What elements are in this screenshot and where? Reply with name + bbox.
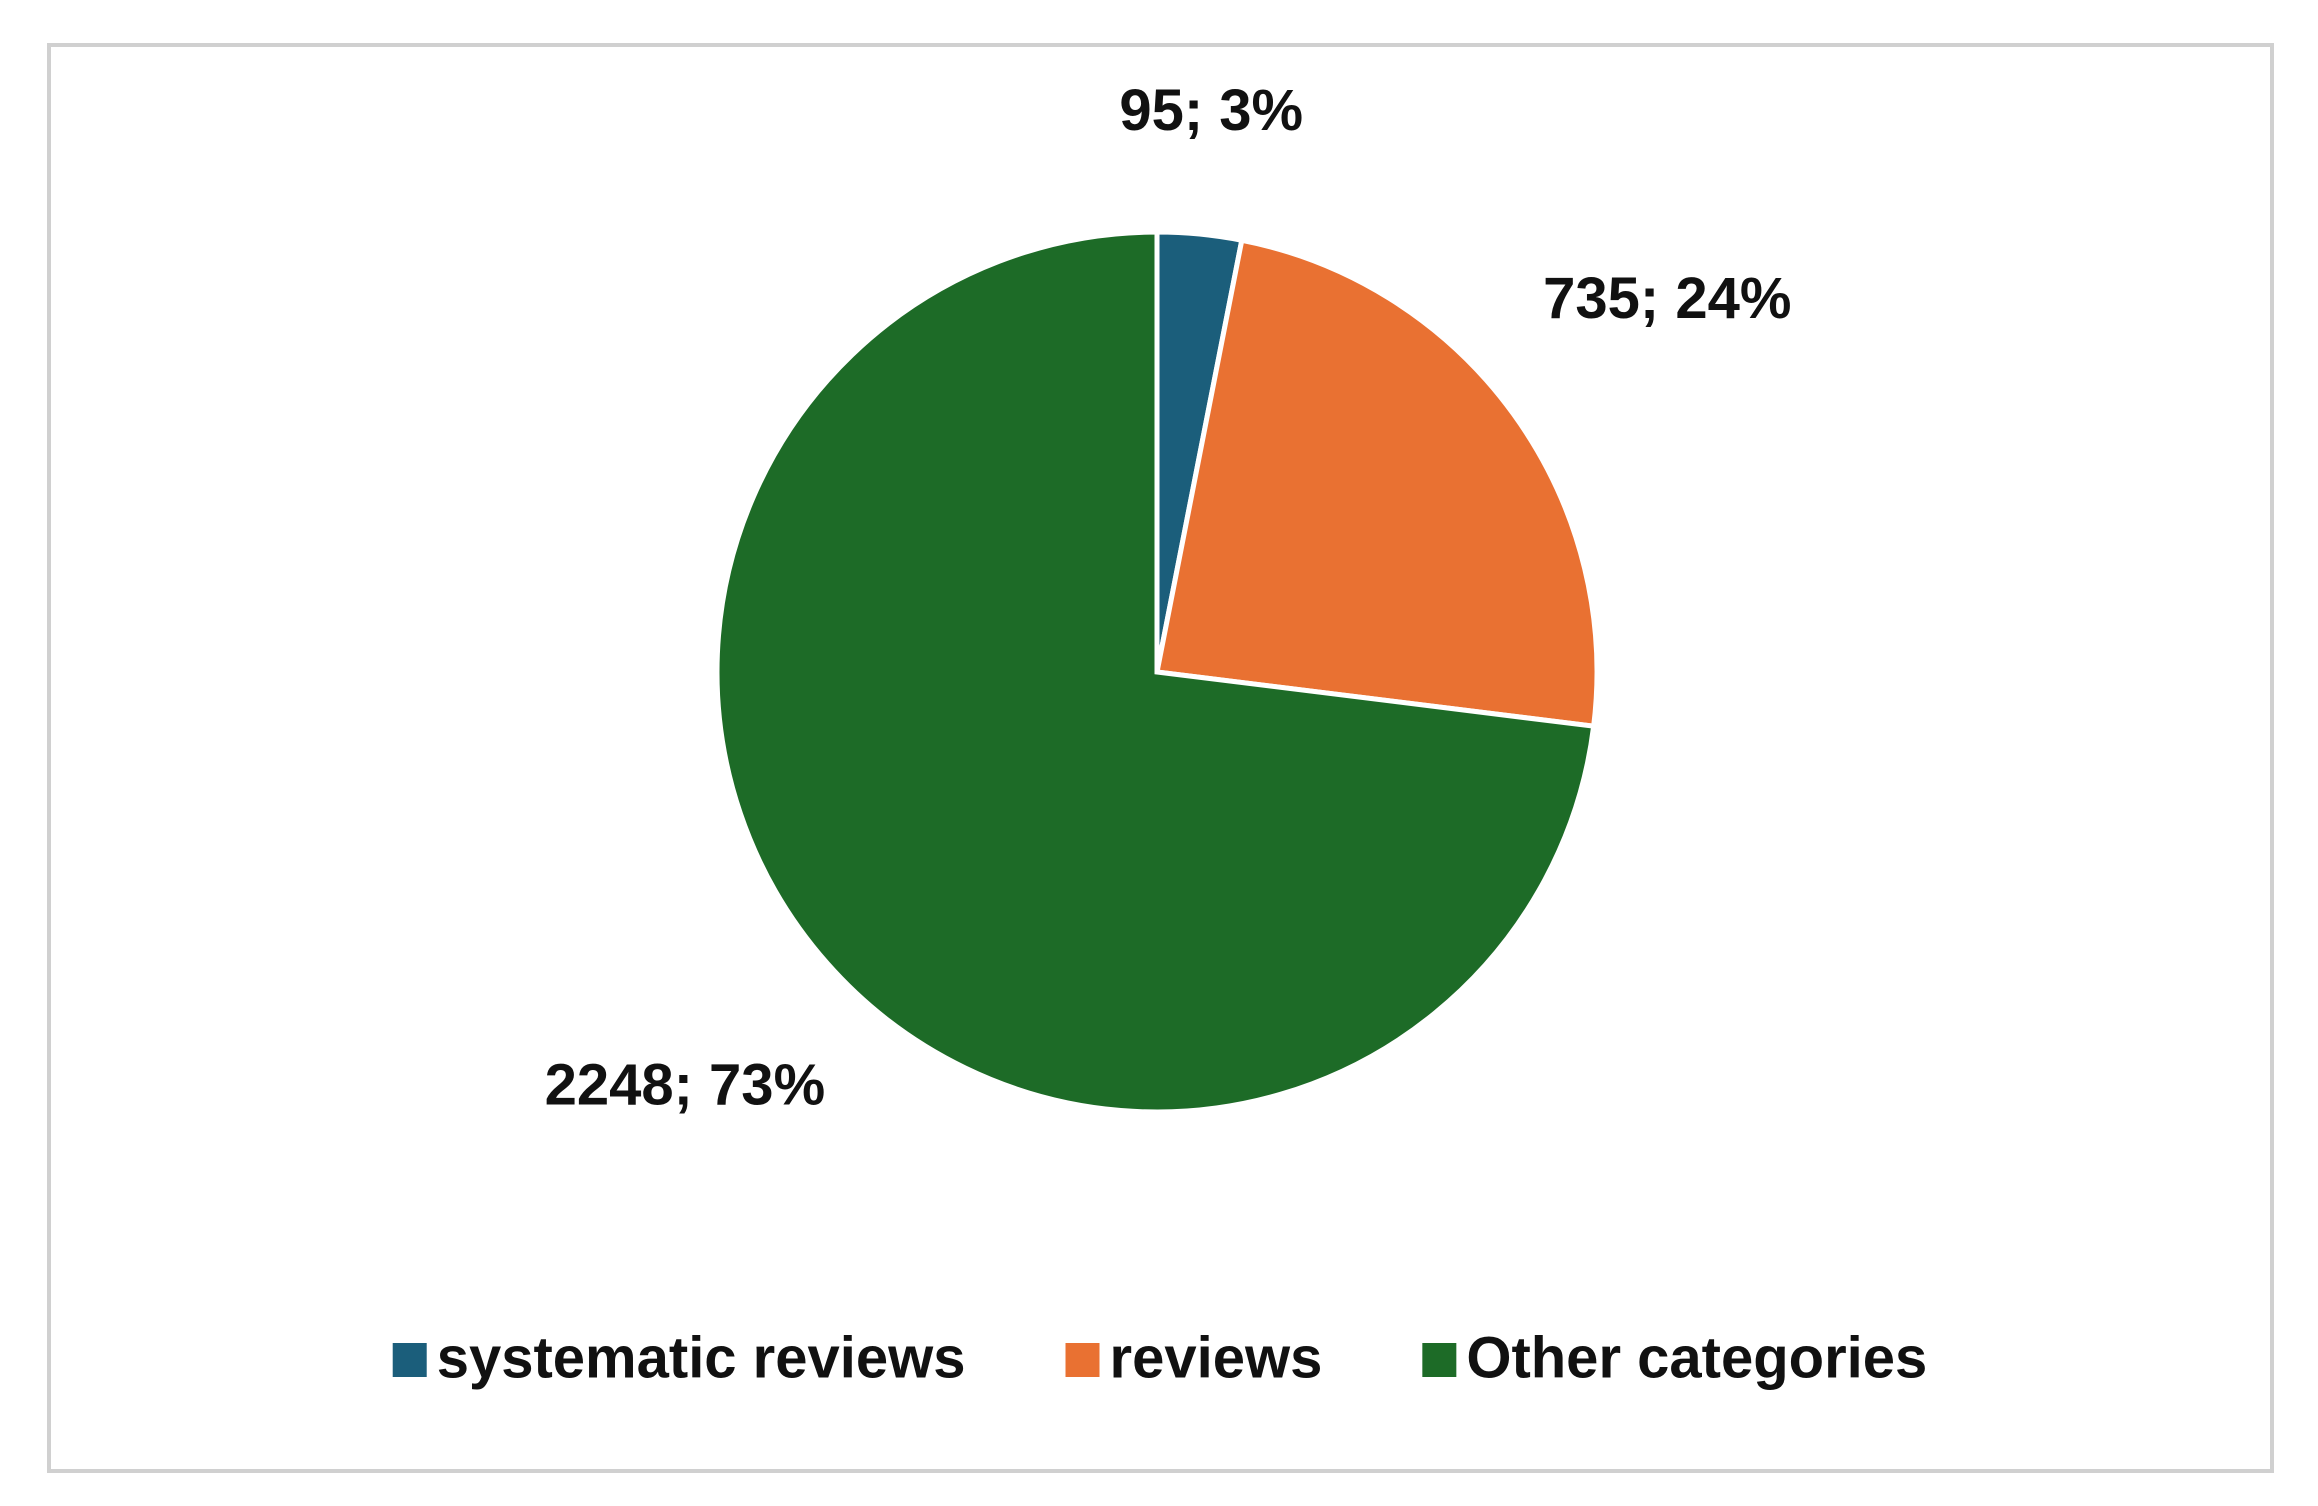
data-label: 95; 3% xyxy=(1119,78,1303,143)
legend-label: Other categories xyxy=(1466,1325,1927,1390)
legend-swatch xyxy=(1422,1343,1457,1377)
legend-label: reviews xyxy=(1110,1325,1323,1390)
data-label: 2248; 73% xyxy=(545,1052,826,1117)
legend-swatch xyxy=(392,1343,427,1377)
pie-slice xyxy=(714,229,1597,1115)
pie-slice xyxy=(1154,237,1600,729)
data-label: 735; 24% xyxy=(1543,266,1791,331)
legend-label: systematic reviews xyxy=(437,1325,966,1390)
legend-swatch xyxy=(1065,1343,1100,1377)
